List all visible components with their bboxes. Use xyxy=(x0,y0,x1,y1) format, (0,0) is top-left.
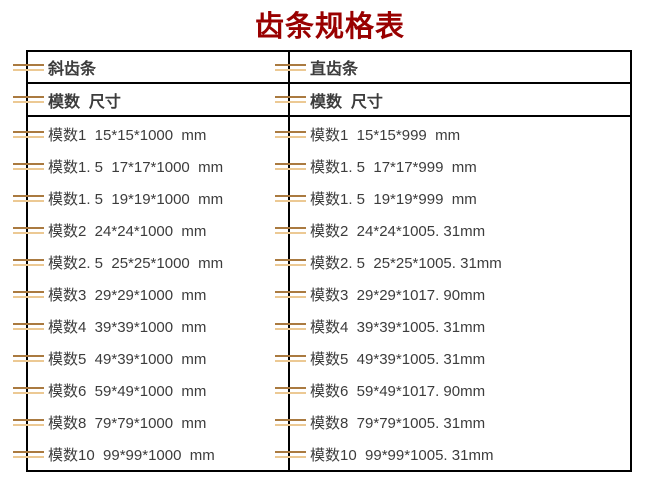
spec-text: 模数2 24*24*1005. 31mm xyxy=(310,222,486,240)
spec-table: 斜齿条 直齿条 模数 尺寸 模数 尺寸 模数1 15*15*1000 mm 模数… xyxy=(13,50,632,472)
right-column-subheader-label: 模数 尺寸 xyxy=(310,93,383,111)
left-column-subheader: 模数 尺寸 xyxy=(13,84,290,117)
double-dash-icon xyxy=(13,96,44,103)
spec-row: 模数5 49*39*1000 mm xyxy=(13,342,288,374)
double-dash-icon xyxy=(13,63,44,71)
spec-row: 模数1. 5 19*19*1000 mm xyxy=(13,182,288,214)
spec-text: 模数3 29*29*1017. 90mm xyxy=(310,286,486,304)
spec-row: 模数5 49*39*1005. 31mm xyxy=(275,342,630,374)
spec-row: 模数4 39*39*1005. 31mm xyxy=(275,310,630,342)
spec-row: 模数3 29*29*1017. 90mm xyxy=(275,278,630,310)
right-column-data: 模数1 15*15*999 mm 模数1. 5 17*17*999 mm 模数1… xyxy=(275,117,630,470)
spec-text: 模数5 49*39*1005. 31mm xyxy=(310,350,486,368)
spec-row: 模数10 99*99*1005. 31mm xyxy=(275,438,630,470)
double-dash-icon xyxy=(275,162,306,170)
spec-text: 模数10 99*99*1005. 31mm xyxy=(310,446,494,464)
double-dash-icon xyxy=(275,63,306,71)
double-dash-icon xyxy=(13,386,44,394)
double-dash-icon xyxy=(13,418,44,426)
right-column-header: 直齿条 xyxy=(275,52,630,84)
page-title: 齿条规格表 xyxy=(254,11,405,43)
spec-text: 模数1 15*15*1000 mm xyxy=(48,126,207,144)
spec-text: 模数8 79*79*1005. 31mm xyxy=(310,414,486,432)
spec-row: 模数3 29*29*1000 mm xyxy=(13,278,288,310)
double-dash-icon xyxy=(13,258,44,266)
spec-row: 模数10 99*99*1000 mm xyxy=(13,438,288,470)
spec-text: 模数2. 5 25*25*1000 mm xyxy=(48,254,224,272)
double-dash-icon xyxy=(13,450,44,458)
spec-row: 模数6 59*49*1017. 90mm xyxy=(275,374,630,406)
double-dash-icon xyxy=(13,162,44,170)
left-column-header-label: 斜齿条 xyxy=(48,61,97,78)
double-dash-icon xyxy=(13,354,44,362)
spec-row: 模数1. 5 17*17*1000 mm xyxy=(13,150,288,182)
spec-row: 模数6 59*49*1000 mm xyxy=(13,374,288,406)
spec-text: 模数2 24*24*1000 mm xyxy=(48,222,207,240)
spec-text: 模数1. 5 17*17*1000 mm xyxy=(48,158,224,176)
spec-row: 模数2. 5 25*25*1005. 31mm xyxy=(275,246,630,278)
spec-text: 模数1. 5 19*19*1000 mm xyxy=(48,190,224,208)
spec-text: 模数6 59*49*1000 mm xyxy=(48,382,207,400)
double-dash-icon xyxy=(13,130,44,138)
double-dash-icon xyxy=(13,194,44,202)
double-dash-icon xyxy=(13,290,44,298)
spec-text: 模数5 49*39*1000 mm xyxy=(48,350,207,368)
spec-row: 模数1 15*15*1000 mm xyxy=(13,118,288,150)
right-column-header-label: 直齿条 xyxy=(310,61,359,78)
spec-text: 模数6 59*49*1017. 90mm xyxy=(310,382,486,400)
spec-row: 模数2 24*24*1005. 31mm xyxy=(275,214,630,246)
double-dash-icon xyxy=(275,418,306,426)
spec-text: 模数10 99*99*1000 mm xyxy=(48,446,215,464)
double-dash-icon xyxy=(275,450,306,458)
spec-row: 模数1. 5 19*19*999 mm xyxy=(275,182,630,214)
spec-text: 模数1. 5 19*19*999 mm xyxy=(310,190,477,208)
left-column-subheader-label: 模数 尺寸 xyxy=(48,93,121,111)
left-column-header: 斜齿条 xyxy=(13,52,290,84)
spec-text: 模数2. 5 25*25*1005. 31mm xyxy=(310,254,502,272)
double-dash-icon xyxy=(13,226,44,234)
double-dash-icon xyxy=(275,96,306,103)
double-dash-icon xyxy=(275,130,306,138)
double-dash-icon xyxy=(275,226,306,234)
spec-text: 模数4 39*39*1000 mm xyxy=(48,318,207,336)
spec-text: 模数8 79*79*1000 mm xyxy=(48,414,207,432)
double-dash-icon xyxy=(13,322,44,330)
spec-text: 模数4 39*39*1005. 31mm xyxy=(310,318,486,336)
spec-row: 模数1 15*15*999 mm xyxy=(275,118,630,150)
spec-text: 模数3 29*29*1000 mm xyxy=(48,286,207,304)
double-dash-icon xyxy=(275,258,306,266)
double-dash-icon xyxy=(275,354,306,362)
spec-row: 模数1. 5 17*17*999 mm xyxy=(275,150,630,182)
double-dash-icon xyxy=(275,322,306,330)
left-column-data: 模数1 15*15*1000 mm 模数1. 5 17*17*1000 mm 模… xyxy=(13,117,290,470)
double-dash-icon xyxy=(275,194,306,202)
spec-row: 模数2. 5 25*25*1000 mm xyxy=(13,246,288,278)
spec-text: 模数1 15*15*999 mm xyxy=(310,126,461,144)
spec-row: 模数4 39*39*1000 mm xyxy=(13,310,288,342)
spec-row: 模数8 79*79*1005. 31mm xyxy=(275,406,630,438)
spec-row: 模数2 24*24*1000 mm xyxy=(13,214,288,246)
double-dash-icon xyxy=(275,290,306,298)
right-column-subheader: 模数 尺寸 xyxy=(275,84,630,117)
spec-text: 模数1. 5 17*17*999 mm xyxy=(310,158,477,176)
double-dash-icon xyxy=(275,386,306,394)
spec-row: 模数8 79*79*1000 mm xyxy=(13,406,288,438)
